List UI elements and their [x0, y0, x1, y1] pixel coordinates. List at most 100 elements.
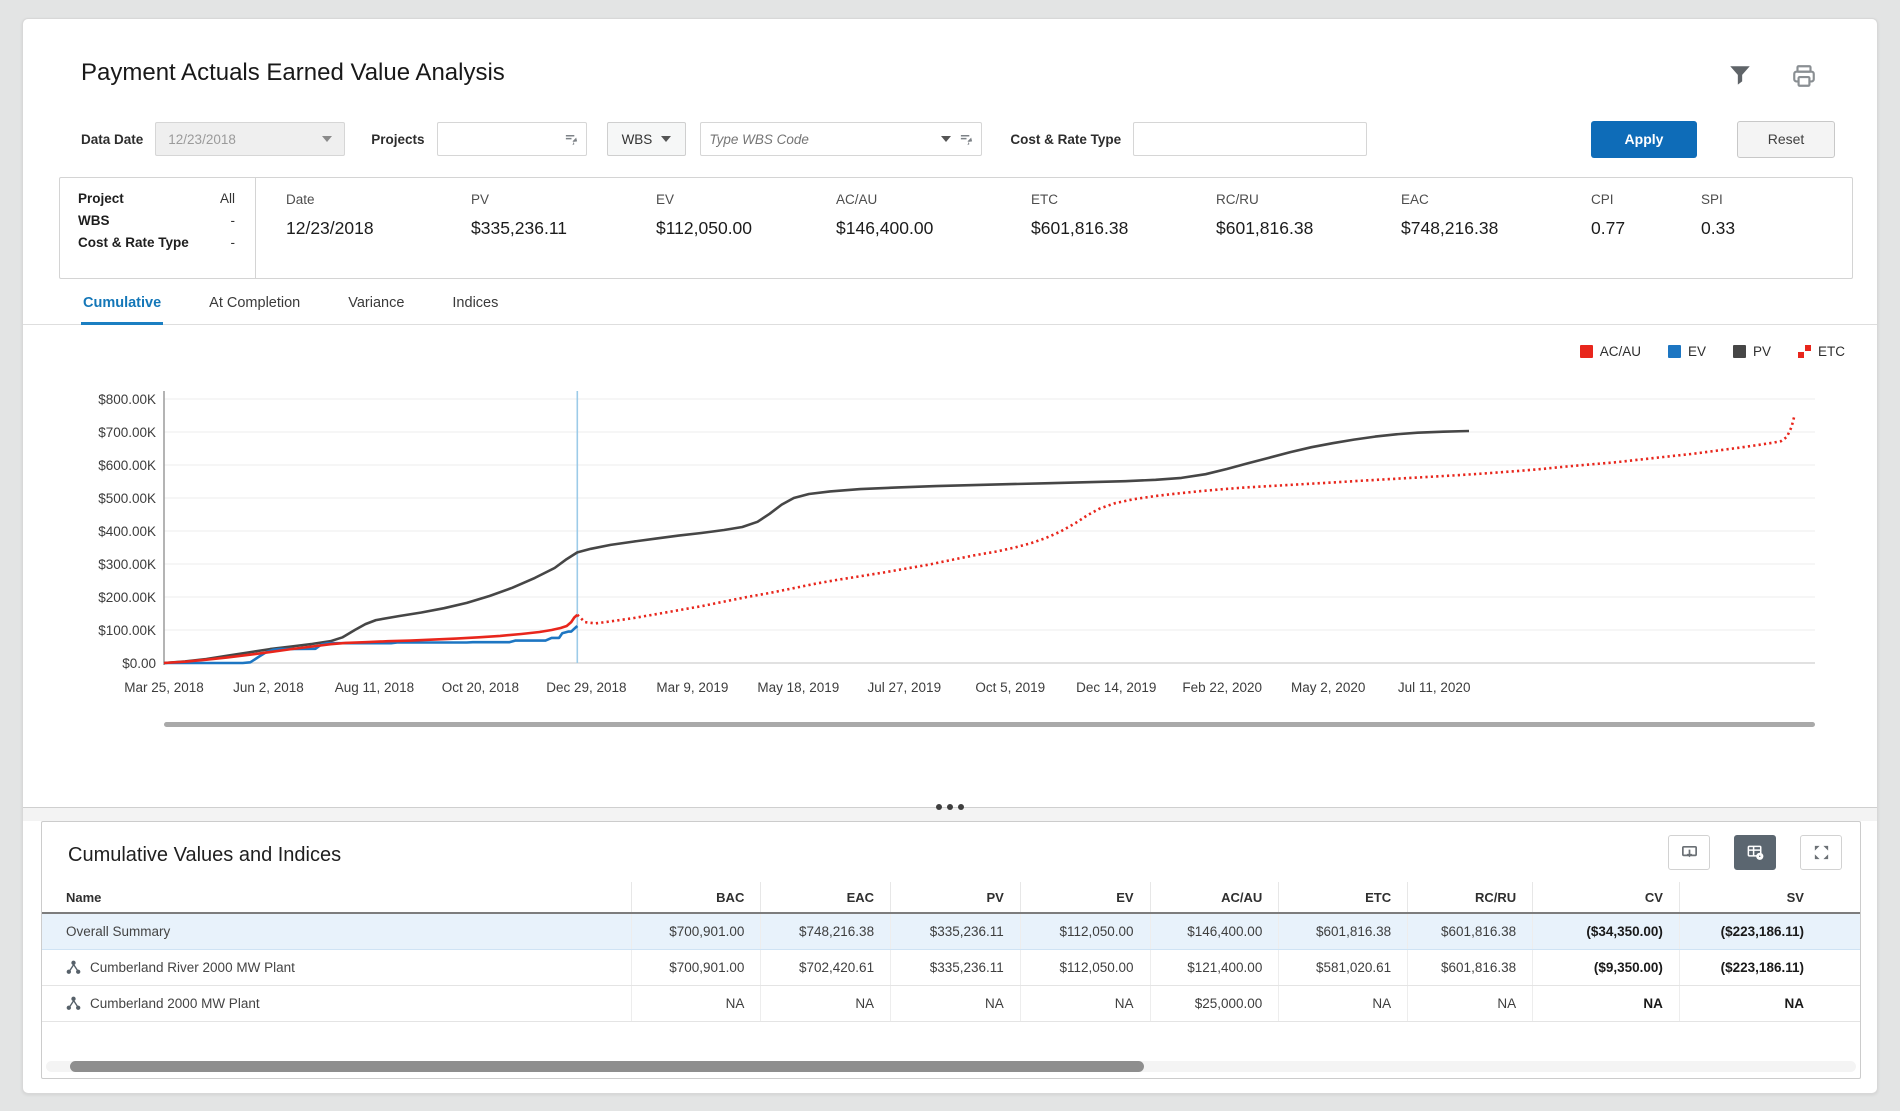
- chart-legend: AC/AU EV PV ETC: [1579, 344, 1845, 359]
- cell-cv: NA: [1532, 986, 1679, 1021]
- column-header-rcru[interactable]: RC/RU: [1407, 882, 1532, 912]
- summary-filter-block: Project All WBS - Cost & Rate Type -: [60, 178, 256, 278]
- filter-toolbar: Data Date 12/23/2018 Projects WBS: [81, 119, 1835, 159]
- cell-sv: NA: [1678, 986, 1820, 1021]
- summary-metric-label: EV: [656, 192, 675, 207]
- x-axis-tick-label: Mar 25, 2018: [124, 680, 204, 695]
- wbs-node-icon: [66, 996, 81, 1010]
- cell-etc: NA: [1278, 986, 1407, 1021]
- data-date-label: Data Date: [81, 131, 144, 147]
- cell-cv: ($9,350.00): [1532, 950, 1679, 985]
- y-axis-tick-label: $500.00K: [98, 491, 156, 506]
- row-name: Cumberland 2000 MW Plant: [90, 996, 260, 1011]
- summary-filter-label: WBS: [78, 213, 110, 228]
- cell-bac: $700,901.00: [630, 914, 761, 949]
- wbs-code-input[interactable]: [700, 122, 983, 156]
- chevron-down-icon[interactable]: [941, 136, 952, 142]
- x-axis-tick-label: Dec 14, 2019: [1076, 680, 1156, 695]
- legend-item-acau: AC/AU: [1579, 344, 1641, 359]
- column-header-sv[interactable]: SV: [1678, 882, 1820, 912]
- picker-icon[interactable]: [959, 132, 974, 147]
- wbs-node-icon: [66, 960, 81, 974]
- reset-button[interactable]: Reset: [1737, 120, 1835, 158]
- x-axis-tick-label: Aug 11, 2018: [335, 680, 414, 695]
- apply-button[interactable]: Apply: [1591, 120, 1697, 158]
- table-row[interactable]: Cumberland River 2000 MW Plant $700,901.0…: [42, 950, 1860, 986]
- x-axis-tick-label: Dec 29, 2018: [546, 680, 626, 695]
- data-date-select[interactable]: 12/23/2018: [155, 122, 346, 156]
- tab-variance[interactable]: Variance: [348, 295, 405, 311]
- cell-etc: $581,020.61: [1278, 950, 1407, 985]
- horizontal-scrollbar-thumb[interactable]: [70, 1061, 1144, 1072]
- summary-filter-value: All: [219, 191, 235, 206]
- summary-metric-label: PV: [471, 192, 490, 207]
- tab-cumulative[interactable]: Cumulative: [81, 295, 164, 325]
- cell-etc: $601,816.38: [1278, 914, 1407, 949]
- column-header-acau[interactable]: AC/AU: [1149, 882, 1279, 912]
- cell-sv: ($223,186.11): [1678, 914, 1820, 949]
- expand-icon: [1814, 845, 1828, 860]
- filter-icon[interactable]: [1727, 63, 1753, 89]
- summary-metric-value: 0.33: [1701, 218, 1736, 238]
- y-axis-tick-label: $0.00: [122, 656, 156, 671]
- row-name: Cumberland River 2000 MW Plant: [90, 960, 295, 975]
- wbs-dropdown-label: WBS: [621, 131, 653, 147]
- cell-ev: $112,050.00: [1019, 914, 1150, 949]
- column-header-pv[interactable]: PV: [890, 882, 1020, 912]
- summary-metric-label: RC/RU: [1216, 192, 1259, 207]
- summary-filter-row: Cost & Rate Type -: [78, 235, 235, 250]
- tab-at-completion[interactable]: At Completion: [209, 295, 301, 311]
- table-row[interactable]: Cumberland 2000 MW Plant NA NA NA NA $25,000.…: [42, 986, 1860, 1022]
- picker-icon[interactable]: [564, 132, 579, 147]
- export-button[interactable]: [1668, 835, 1710, 870]
- chart-overview-scrollbar[interactable]: [164, 722, 1815, 727]
- legend-label: PV: [1752, 344, 1771, 359]
- y-axis-tick-label: $700.00K: [98, 425, 156, 440]
- column-header: [1820, 882, 1860, 912]
- summary-metric: SPI 0.33: [1701, 192, 1771, 278]
- splitter-handle[interactable]: [930, 800, 970, 814]
- x-axis-tick-label: Mar 9, 2019: [656, 680, 728, 695]
- manage-columns-button[interactable]: [1734, 835, 1776, 870]
- x-axis-tick-label: May 18, 2019: [757, 680, 839, 695]
- cell-ev: $112,050.00: [1019, 950, 1150, 985]
- expand-button[interactable]: [1800, 835, 1842, 870]
- summary-filter-label: Cost & Rate Type: [78, 235, 189, 250]
- y-axis-tick-label: $100.00K: [98, 623, 156, 638]
- table-row[interactable]: Overall Summary $700,901.00 $748,216.38 $33…: [42, 914, 1860, 950]
- summary-metric-value: $748,216.38: [1401, 218, 1499, 238]
- y-axis-tick-label: $800.00K: [98, 392, 156, 407]
- summary-metric-value: $146,400.00: [836, 218, 934, 238]
- x-axis-tick-label: Oct 5, 2019: [975, 680, 1045, 695]
- column-header-bac[interactable]: BAC: [630, 882, 761, 912]
- column-header-name[interactable]: Name: [66, 889, 102, 905]
- page-title: Payment Actuals Earned Value Analysis: [81, 59, 505, 86]
- tab-indices[interactable]: Indices: [452, 295, 499, 311]
- column-header-etc[interactable]: ETC: [1278, 882, 1407, 912]
- cell-bac: $700,901.00: [630, 950, 761, 985]
- column-header-ev[interactable]: EV: [1019, 882, 1150, 912]
- legend-item-ev: EV: [1667, 344, 1706, 359]
- summary-metric-value: $335,236.11: [471, 218, 568, 238]
- summary-metric-label: AC/AU: [836, 192, 878, 207]
- table-header-row: Name BAC EAC PV EV AC/AU ETC RC/RU CV SV: [42, 882, 1860, 914]
- summary-metric-value: $112,050.00: [656, 218, 753, 238]
- projects-input[interactable]: [436, 122, 587, 156]
- column-header-cv[interactable]: CV: [1532, 882, 1679, 912]
- cost-rate-input[interactable]: [1133, 122, 1368, 156]
- wbs-dropdown-button[interactable]: WBS: [606, 122, 687, 156]
- table-panel: Cumulative Values and Indices Name BAC EAC…: [41, 821, 1861, 1079]
- cell-pv: NA: [890, 986, 1020, 1021]
- chart-section: AC/AU EV PV ETC $0.00 $100.00K $200.00K $300.0…: [23, 322, 1877, 784]
- cost-rate-label: Cost & Rate Type: [1010, 131, 1122, 147]
- print-icon[interactable]: [1791, 63, 1817, 89]
- row-name-cell: Cumberland River 2000 MW Plant: [42, 950, 631, 985]
- horizontal-scrollbar-track[interactable]: [46, 1061, 1856, 1072]
- legend-item-pv: PV: [1732, 344, 1771, 359]
- x-axis-tick-label: Jun 2, 2018: [233, 680, 304, 695]
- cell-eac: $748,216.38: [760, 914, 890, 949]
- y-axis-tick-label: $600.00K: [98, 458, 156, 473]
- column-header-eac[interactable]: EAC: [760, 882, 890, 912]
- summary-metric: EV $112,050.00: [656, 192, 836, 278]
- y-axis-tick-label: $200.00K: [98, 590, 156, 605]
